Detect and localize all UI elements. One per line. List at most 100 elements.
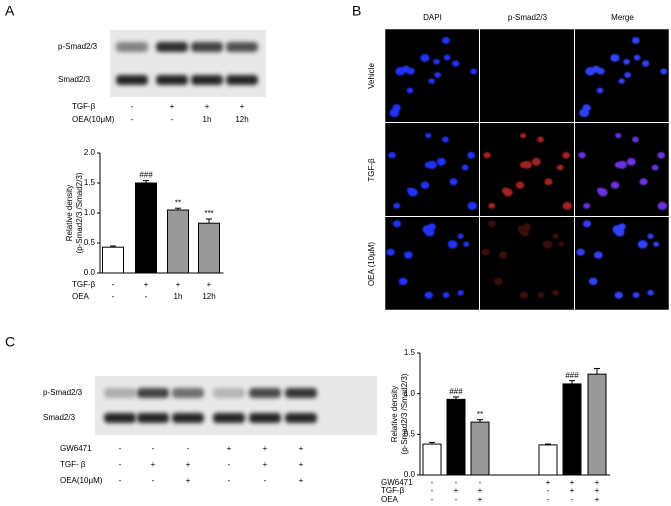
condition-mark: - bbox=[112, 280, 115, 289]
blot-row-label: Smad2/3 bbox=[43, 413, 76, 422]
nucleus bbox=[436, 157, 446, 166]
nucleus bbox=[434, 72, 441, 78]
nucleus bbox=[519, 291, 528, 299]
condition-mark: - bbox=[119, 476, 122, 485]
nucleus bbox=[483, 152, 491, 159]
nucleus bbox=[420, 181, 430, 189]
condition-mark: + bbox=[478, 486, 483, 495]
condition-mark: - bbox=[547, 495, 550, 504]
nucleus bbox=[631, 37, 640, 44]
condition-label: TGF-β bbox=[72, 102, 96, 111]
nucleus bbox=[632, 292, 640, 298]
y-tick-label: 0.5 bbox=[84, 238, 96, 247]
nucleus bbox=[498, 251, 508, 259]
condition-mark: + bbox=[570, 478, 575, 487]
panel-letter: A bbox=[5, 3, 15, 19]
row-label: Vehicle bbox=[367, 63, 376, 89]
condition-label: GW6471 bbox=[60, 444, 92, 453]
condition-label: GW6471 bbox=[381, 478, 413, 487]
nucleus bbox=[615, 132, 622, 139]
nucleus bbox=[457, 290, 464, 296]
nucleus bbox=[598, 188, 608, 197]
nucleus bbox=[451, 60, 460, 67]
y-tick-label: 1.0 bbox=[404, 389, 416, 398]
nucleus bbox=[610, 54, 620, 62]
condition-mark: + bbox=[478, 495, 483, 504]
bar bbox=[587, 373, 607, 476]
condition-mark: + bbox=[299, 476, 304, 485]
bar bbox=[562, 383, 582, 476]
y-axis-label: Relative density bbox=[390, 386, 399, 442]
nucleus bbox=[493, 277, 503, 286]
bar bbox=[135, 182, 157, 274]
nucleus bbox=[583, 202, 591, 209]
blot-band bbox=[156, 42, 188, 52]
column-header: DAPI bbox=[423, 13, 442, 22]
nucleus bbox=[582, 220, 592, 228]
blot-band bbox=[285, 388, 317, 398]
condition-mark: + bbox=[570, 486, 575, 495]
nucleus bbox=[615, 228, 625, 237]
condition-label: TGF-β bbox=[381, 486, 405, 495]
nucleus bbox=[639, 178, 648, 186]
nucleus bbox=[427, 224, 436, 231]
condition-mark: - bbox=[455, 478, 458, 487]
condition-mark: - bbox=[187, 444, 190, 453]
nucleus bbox=[614, 161, 622, 168]
blot-band bbox=[104, 388, 136, 398]
nucleus bbox=[591, 65, 601, 73]
condition-mark: + bbox=[263, 460, 268, 469]
condition-mark: - bbox=[131, 102, 134, 111]
condition-mark: + bbox=[186, 476, 191, 485]
y-tick-label: 0.0 bbox=[404, 470, 416, 479]
nucleus bbox=[556, 164, 564, 171]
blot-band bbox=[156, 75, 188, 85]
blot-band bbox=[137, 388, 169, 398]
condition-mark: - bbox=[431, 495, 434, 504]
condition-mark: + bbox=[299, 444, 304, 453]
bar bbox=[446, 398, 466, 476]
nucleus bbox=[388, 152, 396, 159]
nucleus bbox=[425, 132, 432, 139]
blot-row-label: p-Smad2/3 bbox=[58, 42, 98, 51]
nucleus bbox=[641, 60, 650, 67]
condition-mark: - bbox=[171, 115, 174, 124]
condition-mark: + bbox=[186, 460, 191, 469]
bar bbox=[422, 443, 442, 476]
bar bbox=[102, 246, 124, 274]
nucleus bbox=[520, 132, 527, 139]
condition-mark: + bbox=[299, 460, 304, 469]
nucleus bbox=[522, 224, 531, 231]
bar bbox=[538, 444, 558, 476]
condition-mark: - bbox=[119, 444, 122, 453]
condition-mark: + bbox=[240, 102, 245, 111]
blot-row-label: p-Smad2/3 bbox=[43, 388, 83, 397]
nucleus bbox=[632, 136, 639, 143]
condition-mark: - bbox=[152, 444, 155, 453]
condition-mark: + bbox=[205, 102, 210, 111]
y-axis-label: Relative density bbox=[65, 185, 74, 241]
blot-band bbox=[213, 413, 245, 423]
nucleus bbox=[441, 37, 450, 44]
nucleus bbox=[537, 136, 544, 143]
nucleus bbox=[579, 108, 590, 118]
blot-band bbox=[191, 42, 223, 52]
condition-mark: - bbox=[479, 478, 482, 487]
nucleus bbox=[424, 161, 432, 168]
condition-mark: + bbox=[546, 478, 551, 487]
blot-band bbox=[172, 413, 204, 423]
condition-mark: - bbox=[119, 460, 122, 469]
condition-mark: - bbox=[571, 495, 574, 504]
nucleus bbox=[660, 68, 668, 75]
y-axis-label: (p-Smad2/3 /Smad2/3) bbox=[400, 373, 409, 454]
blot-row-label: Smad2/3 bbox=[58, 75, 91, 84]
condition-mark: - bbox=[431, 486, 434, 495]
condition-label: TGF- β bbox=[60, 460, 86, 469]
nucleus bbox=[442, 292, 450, 298]
condition-mark: + bbox=[227, 444, 232, 453]
nucleus bbox=[403, 251, 413, 259]
nucleus bbox=[552, 290, 559, 296]
nucleus bbox=[519, 161, 527, 168]
condition-mark: + bbox=[151, 460, 156, 469]
condition-mark: - bbox=[145, 292, 148, 301]
